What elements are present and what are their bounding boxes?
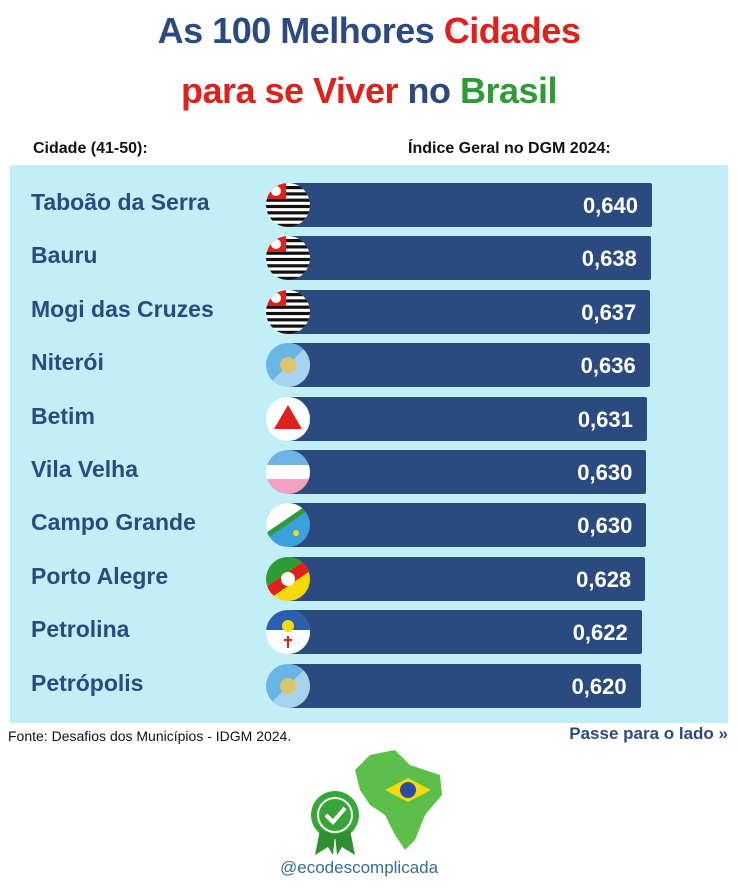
value-label: 0,638 [581, 246, 637, 272]
bar: 0,630 [288, 450, 647, 494]
bar: 0,622 [288, 610, 642, 655]
chart-row: Niterói 0,636 [10, 343, 728, 388]
chart-row: Betim 0,631 [10, 396, 728, 441]
city-label: Porto Alegre [31, 562, 169, 589]
value-label: 0,637 [581, 299, 637, 325]
chart-row: Porto Alegre 0,628 [10, 556, 728, 601]
value-label: 0,620 [571, 673, 627, 699]
city-label: Petrópolis [31, 669, 144, 696]
chart-row: Petrolina 0,622 [10, 610, 728, 655]
chart-row: Taboão da Serra 0,640 [10, 183, 728, 227]
city-column-header: Cidade (41-50): [33, 140, 148, 157]
bar: 0,640 [288, 183, 652, 227]
title-line-2: para se Viver no Brasil [180, 70, 558, 111]
city-label: Petrolina [31, 616, 130, 643]
bar: 0,636 [288, 343, 650, 388]
flag-rs-icon [266, 556, 310, 601]
bar: 0,638 [288, 236, 651, 281]
city-label: Niterói [31, 349, 104, 376]
flag-sp-icon [266, 236, 310, 281]
chart-row: Bauru 0,638 [10, 236, 728, 281]
index-column-header: Índice Geral no DGM 2024: [408, 140, 611, 157]
title-line-1: As 100 Melhores Cidades [157, 10, 581, 51]
bar: 0,631 [288, 396, 647, 441]
city-label: Bauru [31, 242, 98, 269]
chart-row: Petrópolis 0,620 [10, 663, 728, 708]
value-label: 0,622 [572, 620, 628, 646]
value-label: 0,628 [576, 566, 632, 592]
source-note: Fonte: Desafios dos Municípios - IDGM 20… [8, 728, 292, 744]
flag-es-icon [266, 450, 310, 494]
flag-rj-icon [266, 663, 310, 708]
city-label: Taboão da Serra [31, 189, 210, 215]
value-label: 0,631 [577, 406, 633, 432]
value-label: 0,630 [577, 513, 633, 539]
chart-panel: Taboão da Serra 0,640 Bauru 0,638 Mogi das C… [10, 165, 728, 723]
flag-ms-icon [266, 503, 310, 548]
flag-pe-icon [266, 610, 310, 655]
brazil-map-badge-icon [311, 750, 442, 855]
author-handle: @ecodescomplicada [280, 858, 439, 877]
chart-row: Campo Grande 0,630 [10, 503, 728, 548]
bar: 0,620 [288, 663, 641, 708]
chart-row: Mogi das Cruzes 0,637 [10, 289, 728, 334]
city-label: Mogi das Cruzes [31, 295, 214, 322]
swipe-hint[interactable]: Passe para o lado » [569, 724, 728, 743]
value-label: 0,636 [580, 353, 636, 379]
bar: 0,628 [288, 556, 646, 601]
flag-sp-icon [266, 183, 310, 227]
bar: 0,637 [288, 289, 651, 334]
flag-rj-icon [266, 343, 310, 388]
chart-row: Vila Velha 0,630 [10, 450, 728, 494]
flag-sp-icon [266, 289, 310, 334]
city-label: Campo Grande [31, 509, 196, 536]
flag-mg-icon [266, 396, 310, 441]
value-label: 0,640 [582, 193, 638, 218]
city-label: Betim [31, 402, 95, 429]
value-label: 0,630 [577, 460, 633, 485]
city-label: Vila Velha [31, 456, 138, 482]
bar: 0,630 [288, 503, 647, 548]
